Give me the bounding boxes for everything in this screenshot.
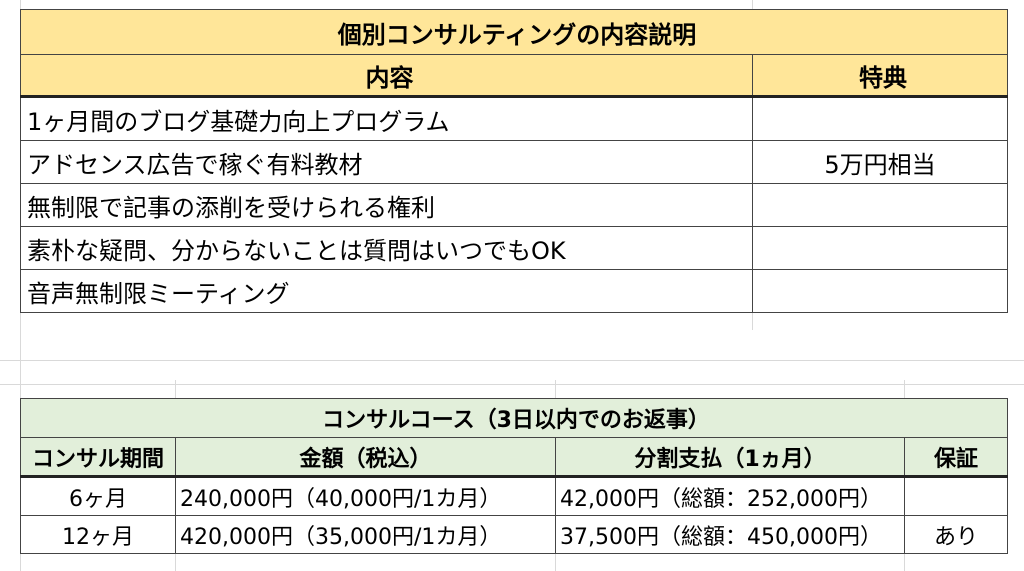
header-content: 内容	[20, 54, 753, 98]
price-cell[interactable]: 240,000円（40,000円/1カ月）	[175, 476, 556, 516]
header-installment: 分割支払（1ヵ月）	[555, 437, 905, 478]
content-cell[interactable]: 素朴な疑問、分からないことは質問はいつでもOK	[20, 226, 753, 270]
content-cell[interactable]: アドセンス広告で稼ぐ有料教材	[20, 140, 753, 184]
content-cell[interactable]: 無制限で記事の添削を受けられる権利	[20, 183, 753, 227]
bonus-cell[interactable]	[752, 96, 1008, 141]
installment-cell[interactable]: 37,500円（総額：450,000円）	[555, 515, 905, 554]
bonus-cell[interactable]	[752, 183, 1008, 227]
header-bonus: 特典	[752, 54, 1008, 98]
course-table: コンサルコース（3日以内でのお返事） コンサル期間 金額（税込） 分割支払（1ヵ…	[19, 398, 1009, 554]
sheet-gridline	[0, 384, 1024, 385]
table-row: 音声無制限ミーティング	[20, 269, 1008, 313]
guarantee-cell[interactable]: あり	[903, 515, 1009, 554]
period-cell[interactable]: 12ヶ月	[20, 515, 176, 554]
table-header-row: 内容 特典	[20, 54, 1008, 98]
table-row: 1ヶ月間のブログ基礎力向上プログラム	[20, 96, 1008, 141]
bonus-cell[interactable]	[752, 269, 1008, 313]
table-row: アドセンス広告で稼ぐ有料教材 5万円相当	[20, 140, 1008, 184]
table-row: 無制限で記事の添削を受けられる権利	[20, 183, 1008, 227]
period-cell[interactable]: 6ヶ月	[20, 476, 176, 516]
table-row: 12ヶ月 420,000円（35,000円/1カ月） 37,500円（総額：45…	[20, 515, 1009, 554]
price-cell[interactable]: 420,000円（35,000円/1カ月）	[175, 515, 556, 554]
header-period: コンサル期間	[20, 437, 176, 478]
sheet-gridline	[0, 360, 1024, 361]
installment-cell[interactable]: 42,000円（総額：252,000円）	[555, 476, 905, 516]
content-cell[interactable]: 音声無制限ミーティング	[20, 269, 753, 313]
table-title-row: 個別コンサルティングの内容説明	[20, 9, 1008, 55]
consult-content-table: 個別コンサルティングの内容説明 内容 特典 1ヶ月間のブログ基礎力向上プログラム…	[20, 9, 1008, 313]
table-header-row: コンサル期間 金額（税込） 分割支払（1ヵ月） 保証	[20, 437, 1009, 478]
guarantee-cell[interactable]	[903, 476, 1009, 516]
course-table-title: コンサルコース（3日以内でのお返事）	[19, 398, 1009, 438]
bonus-cell[interactable]	[752, 226, 1008, 270]
bonus-cell[interactable]: 5万円相当	[752, 140, 1008, 184]
header-price: 金額（税込）	[175, 437, 556, 478]
consult-table-title: 個別コンサルティングの内容説明	[20, 9, 1008, 55]
table-row: 素朴な疑問、分からないことは質問はいつでもOK	[20, 226, 1008, 270]
content-cell[interactable]: 1ヶ月間のブログ基礎力向上プログラム	[20, 96, 753, 141]
table-title-row: コンサルコース（3日以内でのお返事）	[19, 398, 1009, 438]
header-guarantee: 保証	[903, 437, 1009, 478]
table-row: 6ヶ月 240,000円（40,000円/1カ月） 42,000円（総額：252…	[20, 476, 1009, 516]
